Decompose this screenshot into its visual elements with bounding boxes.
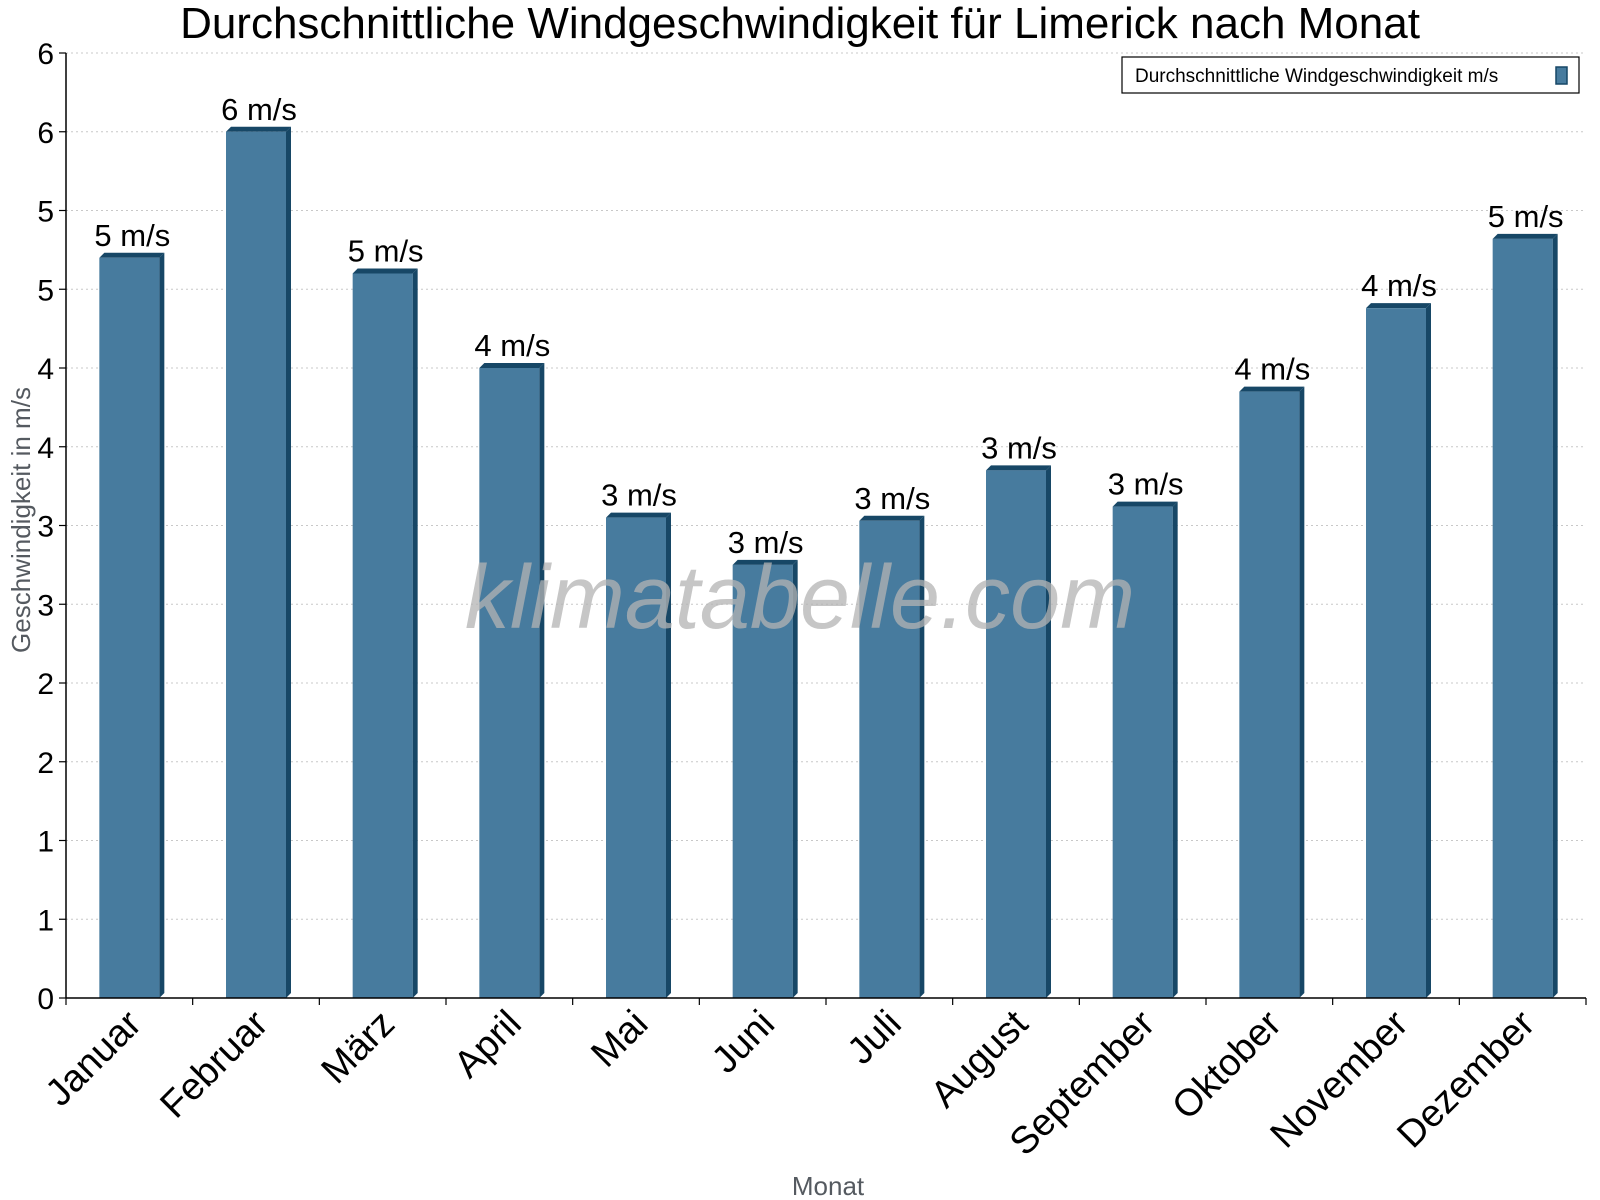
bar-group: [606, 512, 671, 998]
bar-side: [539, 363, 545, 998]
y-tick-label: 2: [37, 668, 54, 701]
y-tick-label: 6: [37, 38, 54, 71]
bar: [352, 273, 413, 998]
bar-side: [412, 268, 418, 998]
y-tick-label: 5: [37, 196, 54, 229]
bar-top: [1112, 501, 1178, 507]
bar-top: [226, 126, 291, 132]
data-label: 3 m/s: [981, 430, 1057, 465]
bar-side: [666, 512, 671, 998]
bar-side: [792, 559, 798, 998]
data-label: 5 m/s: [94, 218, 170, 253]
data-label: 5 m/s: [1488, 199, 1564, 234]
bar-group: [732, 559, 798, 998]
legend-label: Durchschnittliche Windgeschwindigkeit m/…: [1135, 66, 1498, 87]
bar: [1492, 238, 1553, 999]
bar-top: [732, 559, 798, 565]
x-tick-label: März: [314, 1003, 403, 1092]
x-tick-label: Juni: [704, 1003, 783, 1082]
legend-box: [1121, 56, 1580, 94]
bar: [226, 131, 286, 998]
data-label: 5 m/s: [348, 234, 424, 269]
bar-top: [859, 515, 925, 521]
bar: [99, 257, 160, 998]
y-tick-label: 6: [37, 117, 54, 150]
x-tick-label: April: [446, 1003, 529, 1086]
x-tick-labels: Januar Februar März April Mai Juni Juli AugustS…: [38, 1002, 1543, 1163]
data-label: 4 m/s: [1234, 352, 1310, 387]
axes: [59, 52, 1587, 1005]
y-tick-label: 3: [37, 589, 54, 622]
bar-side: [1046, 465, 1051, 998]
x-tick-label: November: [1263, 1002, 1417, 1156]
bar-group: [479, 363, 545, 998]
bar: [732, 564, 793, 998]
bar-group: [99, 252, 165, 998]
y-tick-label: 4: [37, 353, 54, 386]
x-tick-label: Januar: [38, 1002, 150, 1114]
bar-top: [1239, 386, 1305, 392]
bar: [1366, 308, 1426, 998]
y-tick-label: 1: [37, 826, 54, 859]
bar: [1112, 506, 1173, 998]
bar-top: [479, 363, 545, 368]
bar-side: [159, 252, 165, 998]
bar-side: [1172, 501, 1178, 998]
bar-top: [986, 465, 1051, 471]
data-labels: 5 m/s 6 m/s 5 m/s 4 m/s 3 m/s 3 m/s 3 m/s 3 m/s…: [94, 92, 1563, 560]
bar-top: [352, 268, 418, 274]
data-label: 3 m/s: [854, 481, 930, 516]
bar-group: [1239, 386, 1305, 998]
data-label: 3 m/s: [601, 478, 677, 513]
data-label: 4 m/s: [474, 328, 550, 363]
chart-title: Durchschnittliche Windgeschwindigkeit fü…: [180, 0, 1420, 48]
bar-group: [859, 515, 925, 998]
bar-side: [1552, 233, 1558, 999]
legend: Durchschnittliche Windgeschwindigkeit m/…: [1121, 56, 1580, 94]
bar-group: [1112, 501, 1178, 998]
y-tick-label: 4: [37, 432, 54, 465]
bar-side: [286, 126, 291, 998]
bar-group: [226, 126, 291, 998]
y-tick-label: 1: [37, 904, 54, 937]
legend-swatch: [1555, 66, 1568, 85]
x-tick-label: Dezember: [1389, 1002, 1543, 1156]
bar-top: [1492, 233, 1558, 239]
bar: [1239, 391, 1300, 998]
bar: [859, 520, 920, 998]
data-label: 4 m/s: [1361, 268, 1437, 303]
bar-side: [1299, 386, 1305, 998]
gridlines: [66, 52, 1586, 920]
data-label: 3 m/s: [1108, 467, 1184, 502]
y-tick-label: 2: [37, 747, 54, 780]
bar-group: [352, 268, 418, 998]
data-label: 3 m/s: [728, 525, 804, 560]
watermark: klimatabelle.com: [465, 548, 1135, 648]
x-tick-label: August: [923, 1002, 1037, 1116]
data-label: 6 m/s: [221, 92, 297, 127]
bar-group: [986, 465, 1051, 998]
bar-group: [1366, 303, 1431, 998]
bar-group: [1492, 233, 1558, 999]
bar-top: [606, 512, 671, 518]
bar: [479, 368, 540, 998]
bar: [606, 517, 666, 998]
bar: [986, 470, 1046, 998]
bar-side: [1426, 303, 1431, 998]
x-axis-title: Monat: [792, 1171, 865, 1200]
y-tick-labels: 0 1 1 2 2 3 3 4 4 5 5 6 6: [37, 38, 54, 1016]
y-tick-label: 5: [37, 274, 54, 307]
bar-side: [919, 515, 925, 998]
x-tick-label: Mai: [583, 1003, 656, 1076]
y-axis-title: Geschwindigkeit in m/s: [6, 387, 36, 653]
bar-top: [1366, 303, 1431, 309]
bars: [99, 126, 1558, 999]
x-tick-label: Februar: [153, 1002, 277, 1126]
y-tick-label: 3: [37, 511, 54, 544]
bar-top: [99, 252, 165, 258]
x-tick-label: Juli: [840, 1003, 910, 1073]
x-tick-label: Oktober: [1164, 1002, 1290, 1128]
y-tick-label: 0: [37, 983, 54, 1016]
